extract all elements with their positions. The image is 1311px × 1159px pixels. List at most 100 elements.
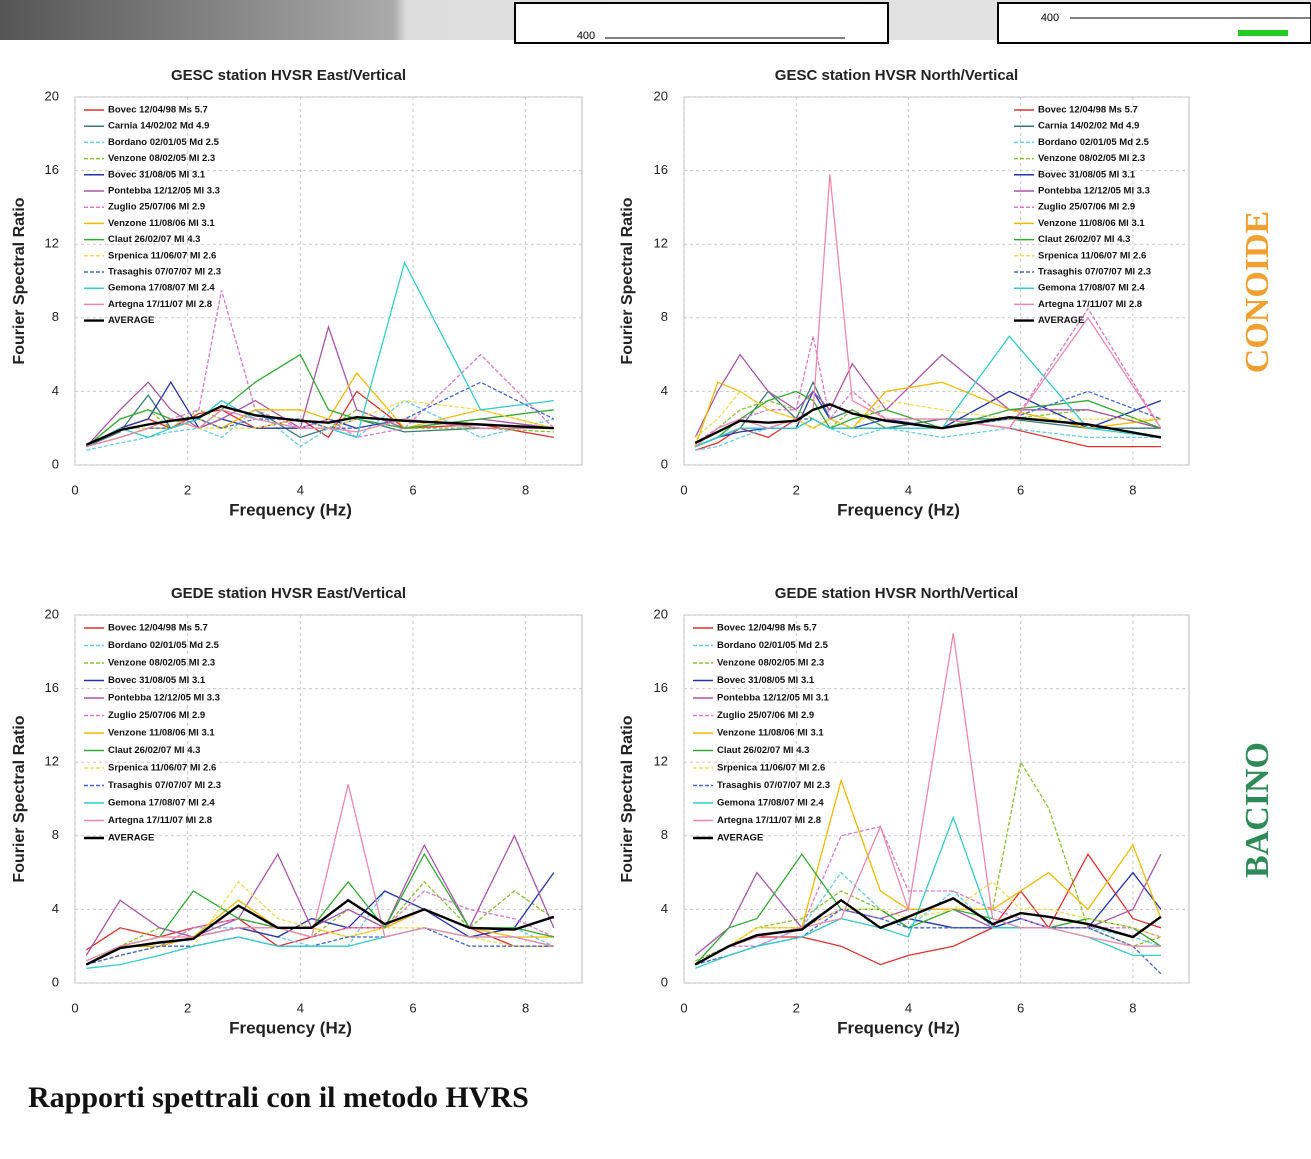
caption: Rapporti spettrali con il metodo HVRS [28, 1081, 529, 1114]
legend-label: Bovec 12/04/98 Ms 5.7 [1038, 105, 1138, 116]
legend-label: Srpenica 11/06/07 Ml 2.6 [108, 763, 216, 774]
y-tick-label: 20 [45, 88, 59, 103]
legend-label: Bovec 31/08/05 Ml 3.1 [108, 169, 206, 180]
y-tick-label: 16 [45, 162, 59, 177]
x-tick-label: 4 [905, 482, 912, 497]
chart-title: GEDE station HVSR East/Vertical [171, 585, 406, 602]
y-tick-label: 0 [661, 456, 668, 471]
legend-label: Gemona 17/08/07 Ml 2.4 [1038, 283, 1145, 294]
y-tick-label: 12 [654, 236, 668, 251]
y-tick-label: 4 [52, 383, 59, 398]
y-tick-label: 8 [661, 827, 668, 842]
y-tick-label: 8 [52, 827, 59, 842]
series-group [694, 633, 1162, 975]
series-line [694, 897, 1162, 966]
x-tick-label: 8 [522, 482, 529, 497]
legend-label: Artegna 17/11/07 Ml 2.8 [108, 815, 212, 826]
legend-label: Bovec 12/04/98 Ms 5.7 [717, 623, 817, 634]
x-tick-label: 6 [1017, 482, 1024, 497]
legend-label: Bordano 02/01/05 Md 2.5 [1038, 137, 1150, 148]
x-axis-label: Frequency (Hz) [837, 1018, 960, 1037]
plot-area [74, 96, 583, 466]
legend-label: Artegna 17/11/07 Ml 2.8 [1038, 299, 1142, 310]
y-tick-label: 12 [45, 236, 59, 251]
series-line [694, 825, 1162, 966]
legend-label: Claut 26/02/07 Ml 4.3 [108, 234, 200, 245]
y-tick-label: 0 [52, 974, 59, 989]
series-line [85, 404, 554, 446]
legend-label: AVERAGE [1038, 315, 1084, 326]
x-tick-label: 0 [71, 1000, 78, 1015]
y-tick-label: 0 [52, 456, 59, 471]
x-axis-label: Frequency (Hz) [229, 1018, 352, 1037]
legend-label: Trasaghis 07/07/07 Ml 2.3 [108, 780, 221, 791]
y-tick-label: 8 [52, 309, 59, 324]
series-line [85, 898, 555, 966]
fragment-tick: 400 [1041, 12, 1059, 24]
fragment-tick: 400 [577, 30, 595, 42]
legend-label: Venzone 08/02/05 Ml 2.3 [108, 153, 215, 164]
legend-label: Pontebba 12/12/05 Ml 3.1 [717, 693, 830, 704]
series-line [694, 403, 1162, 444]
y-tick-label: 8 [661, 309, 668, 324]
fragment-box [997, 2, 1311, 44]
series-line [694, 852, 1162, 966]
series-line [694, 335, 1161, 448]
x-tick-label: 2 [793, 1000, 800, 1015]
y-axis-label: Fourier Spectral Ratio [11, 715, 28, 882]
legend-label: Zuglio 25/07/06 Ml 2.9 [1038, 202, 1135, 213]
legend-label: Claut 26/02/07 Ml 4.3 [717, 745, 809, 756]
y-tick-label: 4 [661, 383, 668, 398]
legend-label: Venzone 11/08/06 Ml 3.1 [1038, 218, 1145, 229]
legend-label: Pontebba 12/12/05 Ml 3.3 [108, 186, 220, 197]
legend-label: Bordano 02/01/05 Md 2.5 [108, 137, 220, 148]
y-tick-label: 4 [52, 901, 59, 916]
series-line [694, 880, 1162, 966]
legend-label: Trasaghis 07/07/07 Ml 2.3 [1038, 267, 1151, 278]
y-axis-label: Fourier Spectral Ratio [619, 197, 636, 364]
legend-label: Carnia 14/02/02 Md 4.9 [108, 121, 209, 132]
legend-label: Trasaghis 07/07/07 Ml 2.3 [717, 780, 830, 791]
legend-label: Claut 26/02/07 Ml 4.3 [1038, 234, 1130, 245]
y-tick-label: 20 [45, 606, 59, 621]
legend-label: Venzone 08/02/05 Ml 2.3 [108, 658, 215, 669]
chart-title: GESC station HVSR North/Vertical [775, 67, 1018, 84]
legend-label: Carnia 14/02/02 Md 4.9 [1038, 121, 1139, 132]
x-tick-label: 0 [680, 482, 687, 497]
chart-title: GESC station HVSR East/Vertical [171, 67, 406, 84]
series-group [85, 784, 555, 969]
legend-label: Venzone 08/02/05 Ml 2.3 [1038, 153, 1145, 164]
series-line [86, 784, 554, 962]
y-axis-label: Fourier Spectral Ratio [11, 197, 28, 364]
legend-label: Gemona 17/08/07 Ml 2.4 [717, 798, 824, 809]
x-tick-label: 8 [1129, 482, 1136, 497]
chart-title: GEDE station HVSR North/Vertical [775, 585, 1018, 602]
legend-label: Claut 26/02/07 Ml 4.3 [108, 745, 200, 756]
series-group [694, 174, 1162, 451]
legend-label: AVERAGE [717, 833, 763, 844]
y-tick-label: 4 [661, 901, 668, 916]
x-tick-label: 8 [1129, 1000, 1136, 1015]
legend-label: Bovec 12/04/98 Ms 5.7 [108, 623, 208, 634]
legend-label: Artegna 17/11/07 Ml 2.8 [108, 299, 212, 310]
legend-label: Trasaghis 07/07/07 Ml 2.3 [108, 267, 221, 278]
y-tick-label: 20 [654, 88, 668, 103]
series-line [85, 353, 554, 448]
legend-label: Zuglio 25/07/06 Ml 2.9 [108, 202, 205, 213]
legend-label: AVERAGE [108, 315, 154, 326]
y-tick-label: 0 [661, 974, 668, 989]
legend-label: Venzone 11/08/06 Ml 3.1 [717, 728, 824, 739]
x-tick-label: 8 [522, 1000, 529, 1015]
x-tick-label: 2 [184, 482, 191, 497]
x-tick-label: 6 [409, 482, 416, 497]
fragment-box [514, 2, 889, 44]
legend-label: Bordano 02/01/05 Md 2.5 [108, 640, 220, 651]
legend-label: Venzone 11/08/06 Ml 3.1 [108, 218, 215, 229]
legend-label: Pontebba 12/12/05 Ml 3.3 [1038, 186, 1150, 197]
x-tick-label: 6 [409, 1000, 416, 1015]
legend-label: Zuglio 25/07/06 Ml 2.9 [717, 710, 814, 721]
series-group [85, 260, 555, 451]
legend-label: AVERAGE [108, 833, 154, 844]
legend-label: Bovec 31/08/05 Ml 3.1 [1038, 169, 1136, 180]
